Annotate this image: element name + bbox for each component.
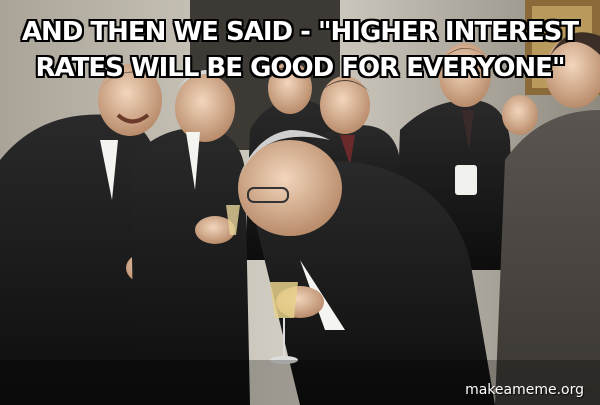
- background-man-right: [395, 43, 515, 270]
- caption-line-2: RATES WILL BE GOOD FOR EVERYONE": [35, 53, 566, 83]
- watermark: makeameme.org: [465, 382, 584, 398]
- caption-line-1: AND THEN WE SAID - "HIGHER INTEREST: [21, 17, 579, 47]
- bowing-man-center: [238, 130, 495, 405]
- laughing-man-white-hair: [130, 70, 250, 405]
- meme-caption: AND THEN WE SAID - "HIGHER INTEREST RATE…: [0, 14, 600, 86]
- laughing-man-right: [495, 32, 600, 405]
